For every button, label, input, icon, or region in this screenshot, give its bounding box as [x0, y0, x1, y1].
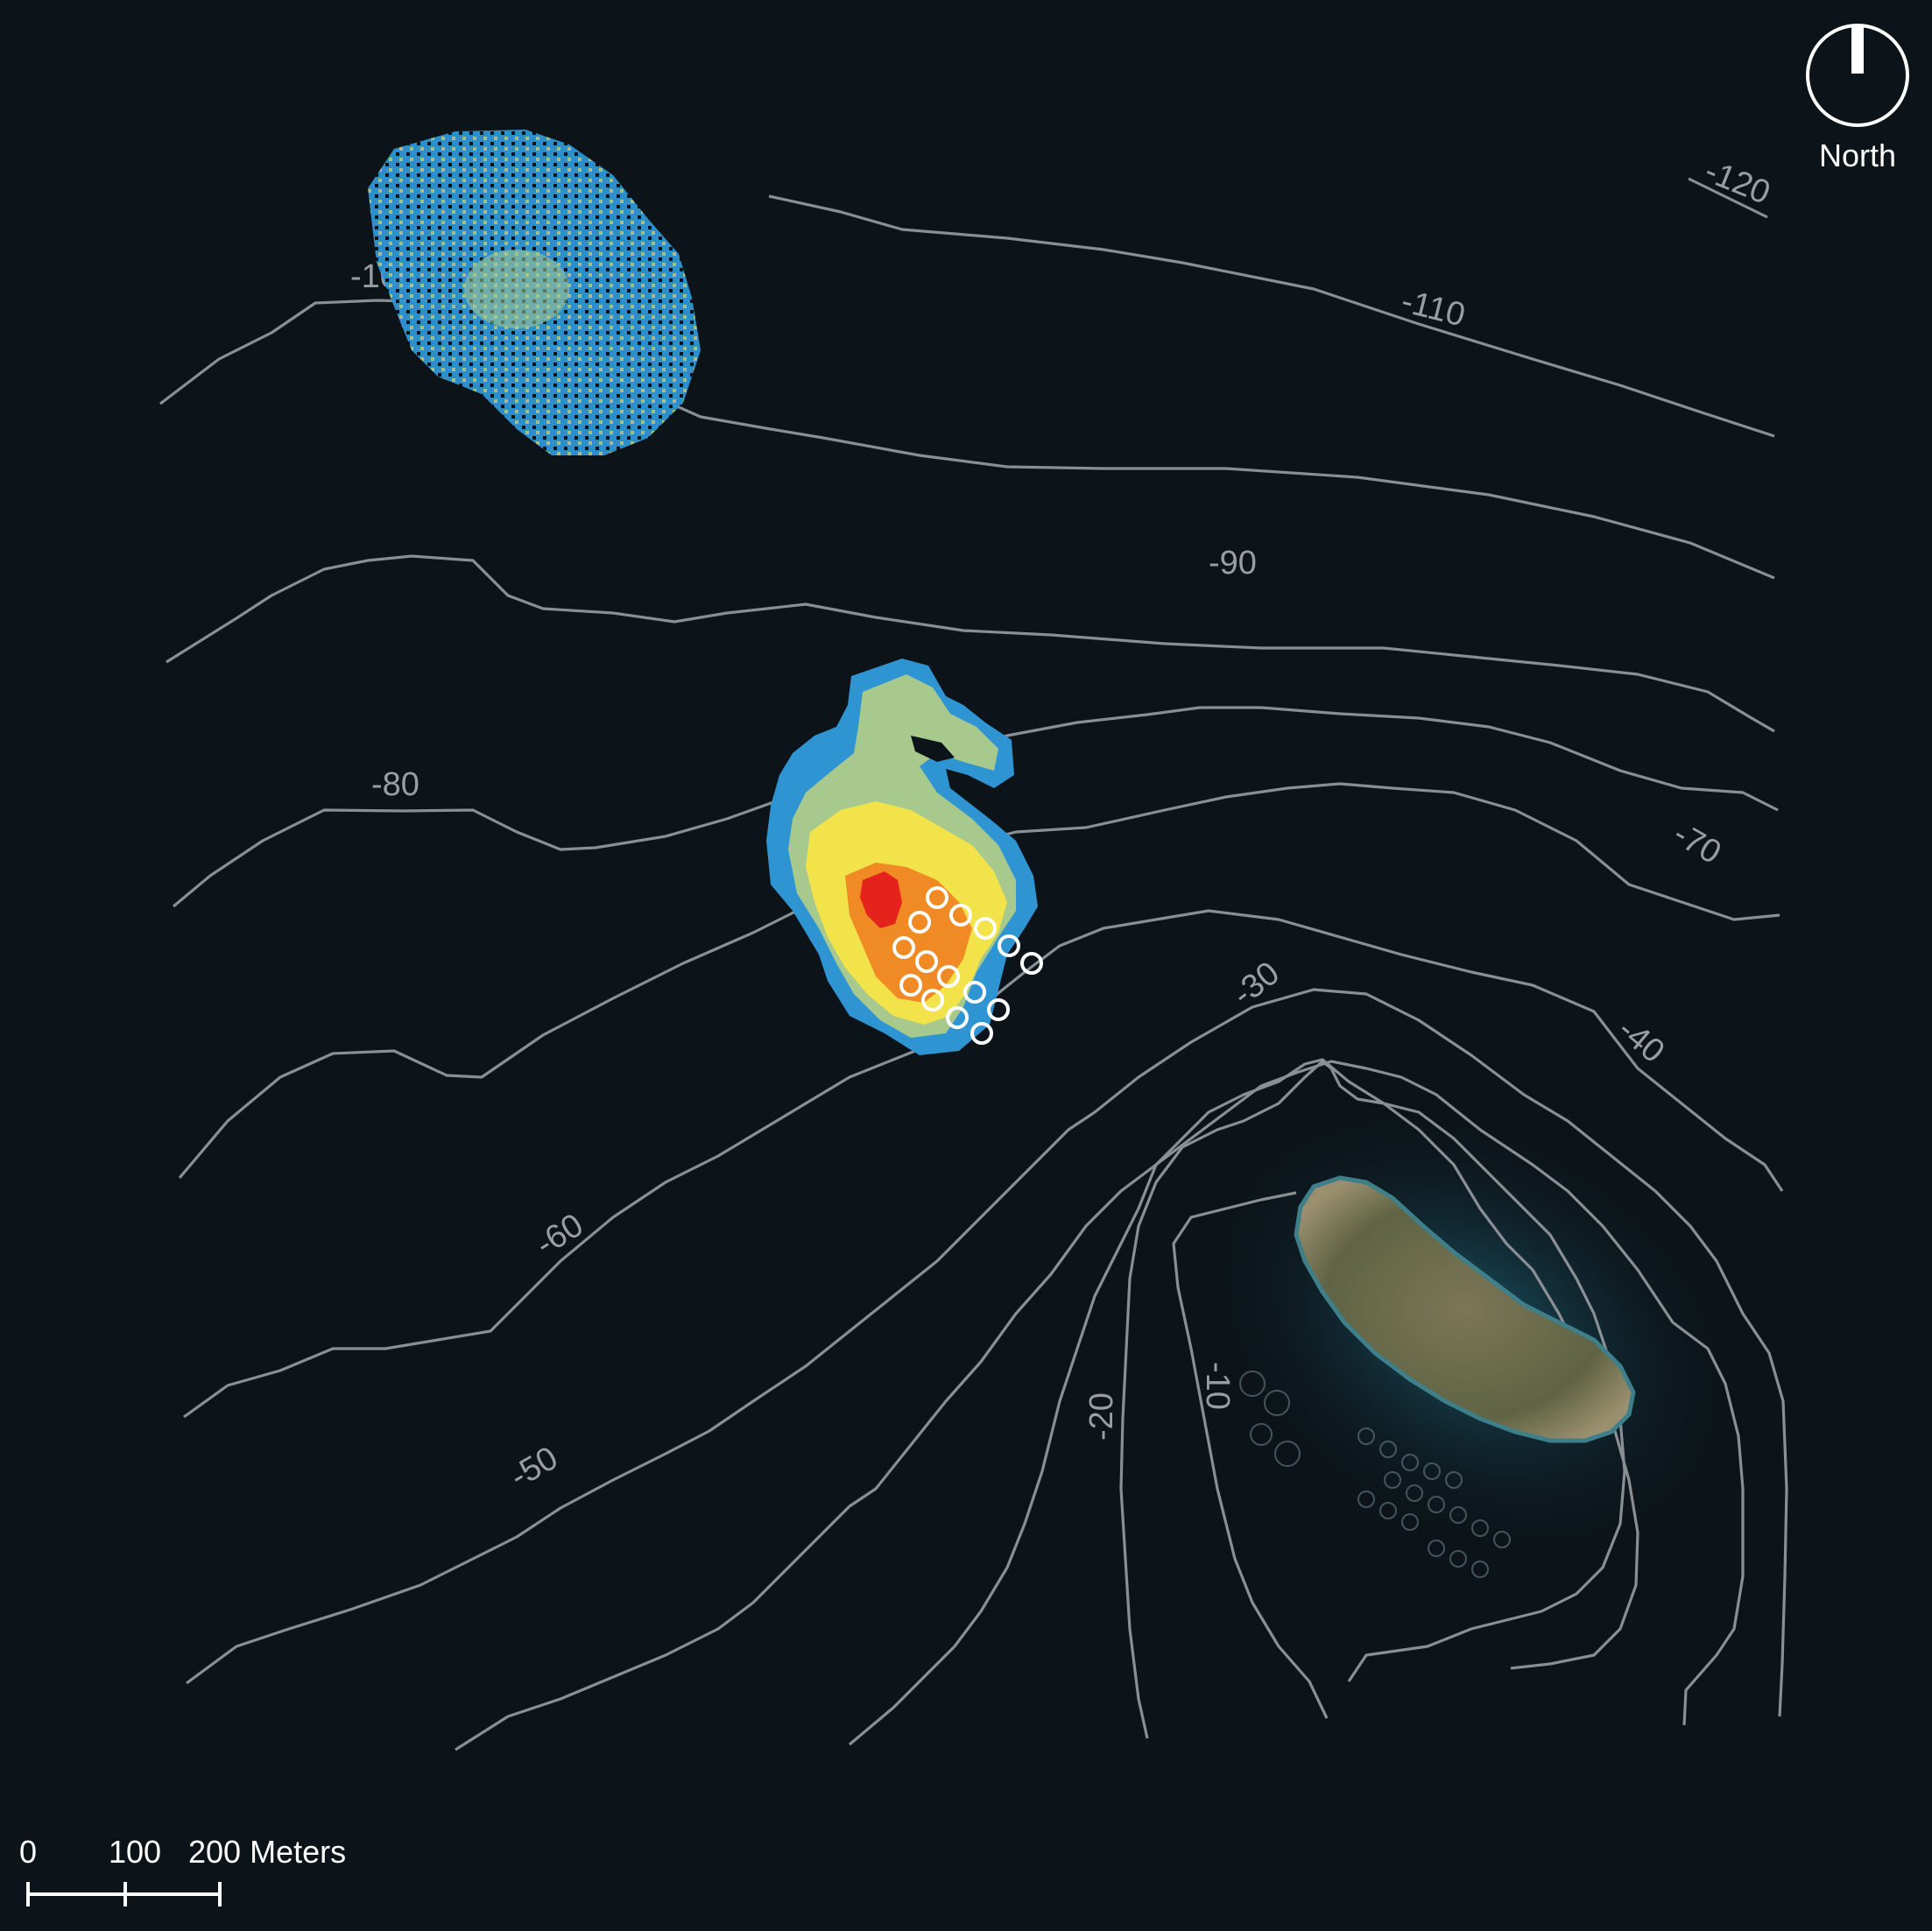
contour-line-100 [159, 299, 1775, 580]
cage [949, 904, 972, 927]
cage [892, 936, 915, 959]
cage [926, 886, 948, 909]
contour-line-90 [166, 554, 1775, 733]
contour-line-20 [1119, 1060, 1626, 1739]
cage [998, 934, 1020, 957]
contour-line-10 [1172, 1191, 1329, 1719]
scale-tick-label-0: 0 [19, 1834, 37, 1870]
north-arrow-needle-icon [1851, 25, 1864, 74]
contour-label-10: -10 [1199, 1362, 1236, 1410]
contour-line-40 [455, 1060, 1745, 1751]
cage [908, 911, 931, 934]
cage [1020, 952, 1043, 975]
density-zone-high [860, 871, 902, 928]
cage-group [892, 886, 1043, 1045]
cage [946, 1006, 969, 1029]
north-arrow: North [1806, 24, 1909, 173]
contour-label-20: -20 [1083, 1392, 1120, 1441]
contour-line-30 [848, 1058, 1639, 1746]
scale-tick-label-200: 200 Meters [188, 1834, 346, 1870]
scale-tick-label-100: 100 [109, 1834, 161, 1870]
contour-label-80: -80 [371, 766, 420, 803]
fish-farm-faint-cages [1239, 1371, 1511, 1578]
cage [970, 1022, 993, 1045]
cage [963, 981, 986, 1004]
island [1294, 1175, 1636, 1443]
cage [921, 989, 944, 1011]
cage [974, 917, 997, 940]
contour-label-90: -90 [1209, 545, 1257, 581]
cage [937, 965, 960, 988]
cage [915, 950, 938, 973]
cage [899, 974, 922, 997]
contour-line-50 [186, 988, 1788, 1717]
contour-line-120 [1688, 177, 1768, 219]
north-label: North [1819, 137, 1896, 173]
cage [987, 998, 1010, 1021]
contour-line-110 [768, 194, 1775, 438]
deposition-plume-north [368, 130, 701, 455]
scale-bar: 0 100 200 Meters [19, 1834, 346, 1906]
